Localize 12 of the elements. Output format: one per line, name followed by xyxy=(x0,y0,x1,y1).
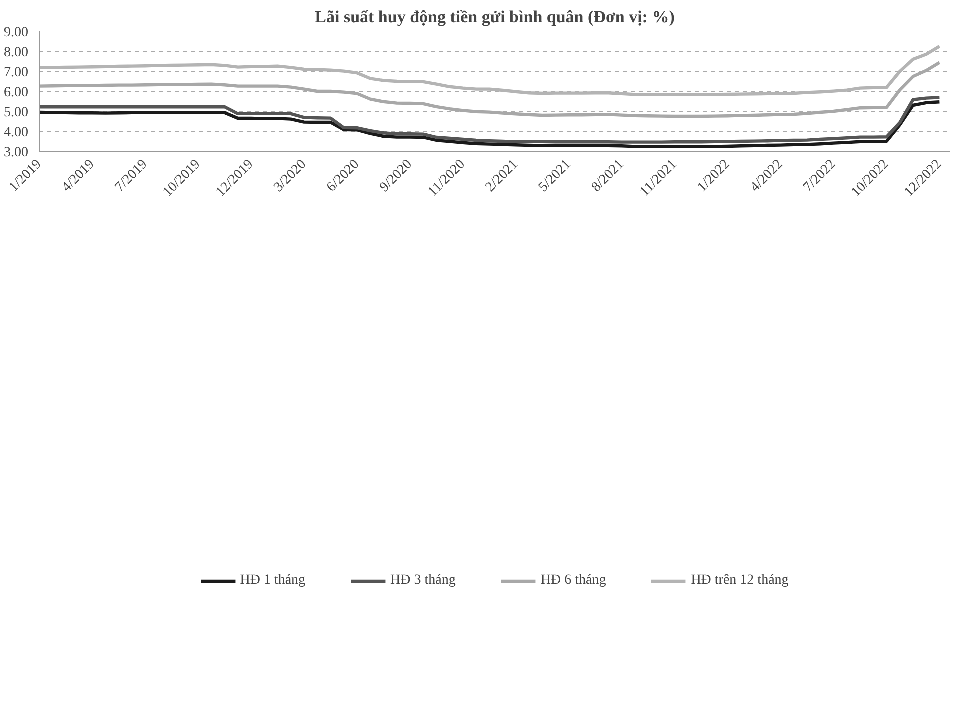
chart-title: Lãi suất huy động tiền gửi bình quân (Đơn vị: %) xyxy=(315,8,675,26)
y-tick-label: 6.00 xyxy=(4,86,28,100)
y-tick-label: 5.00 xyxy=(4,106,28,120)
y-tick-label: 7.00 xyxy=(4,66,28,80)
y-tick-label: 8.00 xyxy=(4,46,28,60)
legend-label: HĐ 3 tháng xyxy=(390,573,456,589)
legend-label: HĐ 6 tháng xyxy=(540,573,606,589)
y-tick-label: 3.00 xyxy=(4,146,28,160)
y-tick-label: 9.00 xyxy=(4,26,28,40)
legend-label: HĐ trên 12 tháng xyxy=(691,573,789,589)
y-tick-label: 4.00 xyxy=(4,126,28,140)
legend-label: HĐ 1 tháng xyxy=(240,573,306,589)
